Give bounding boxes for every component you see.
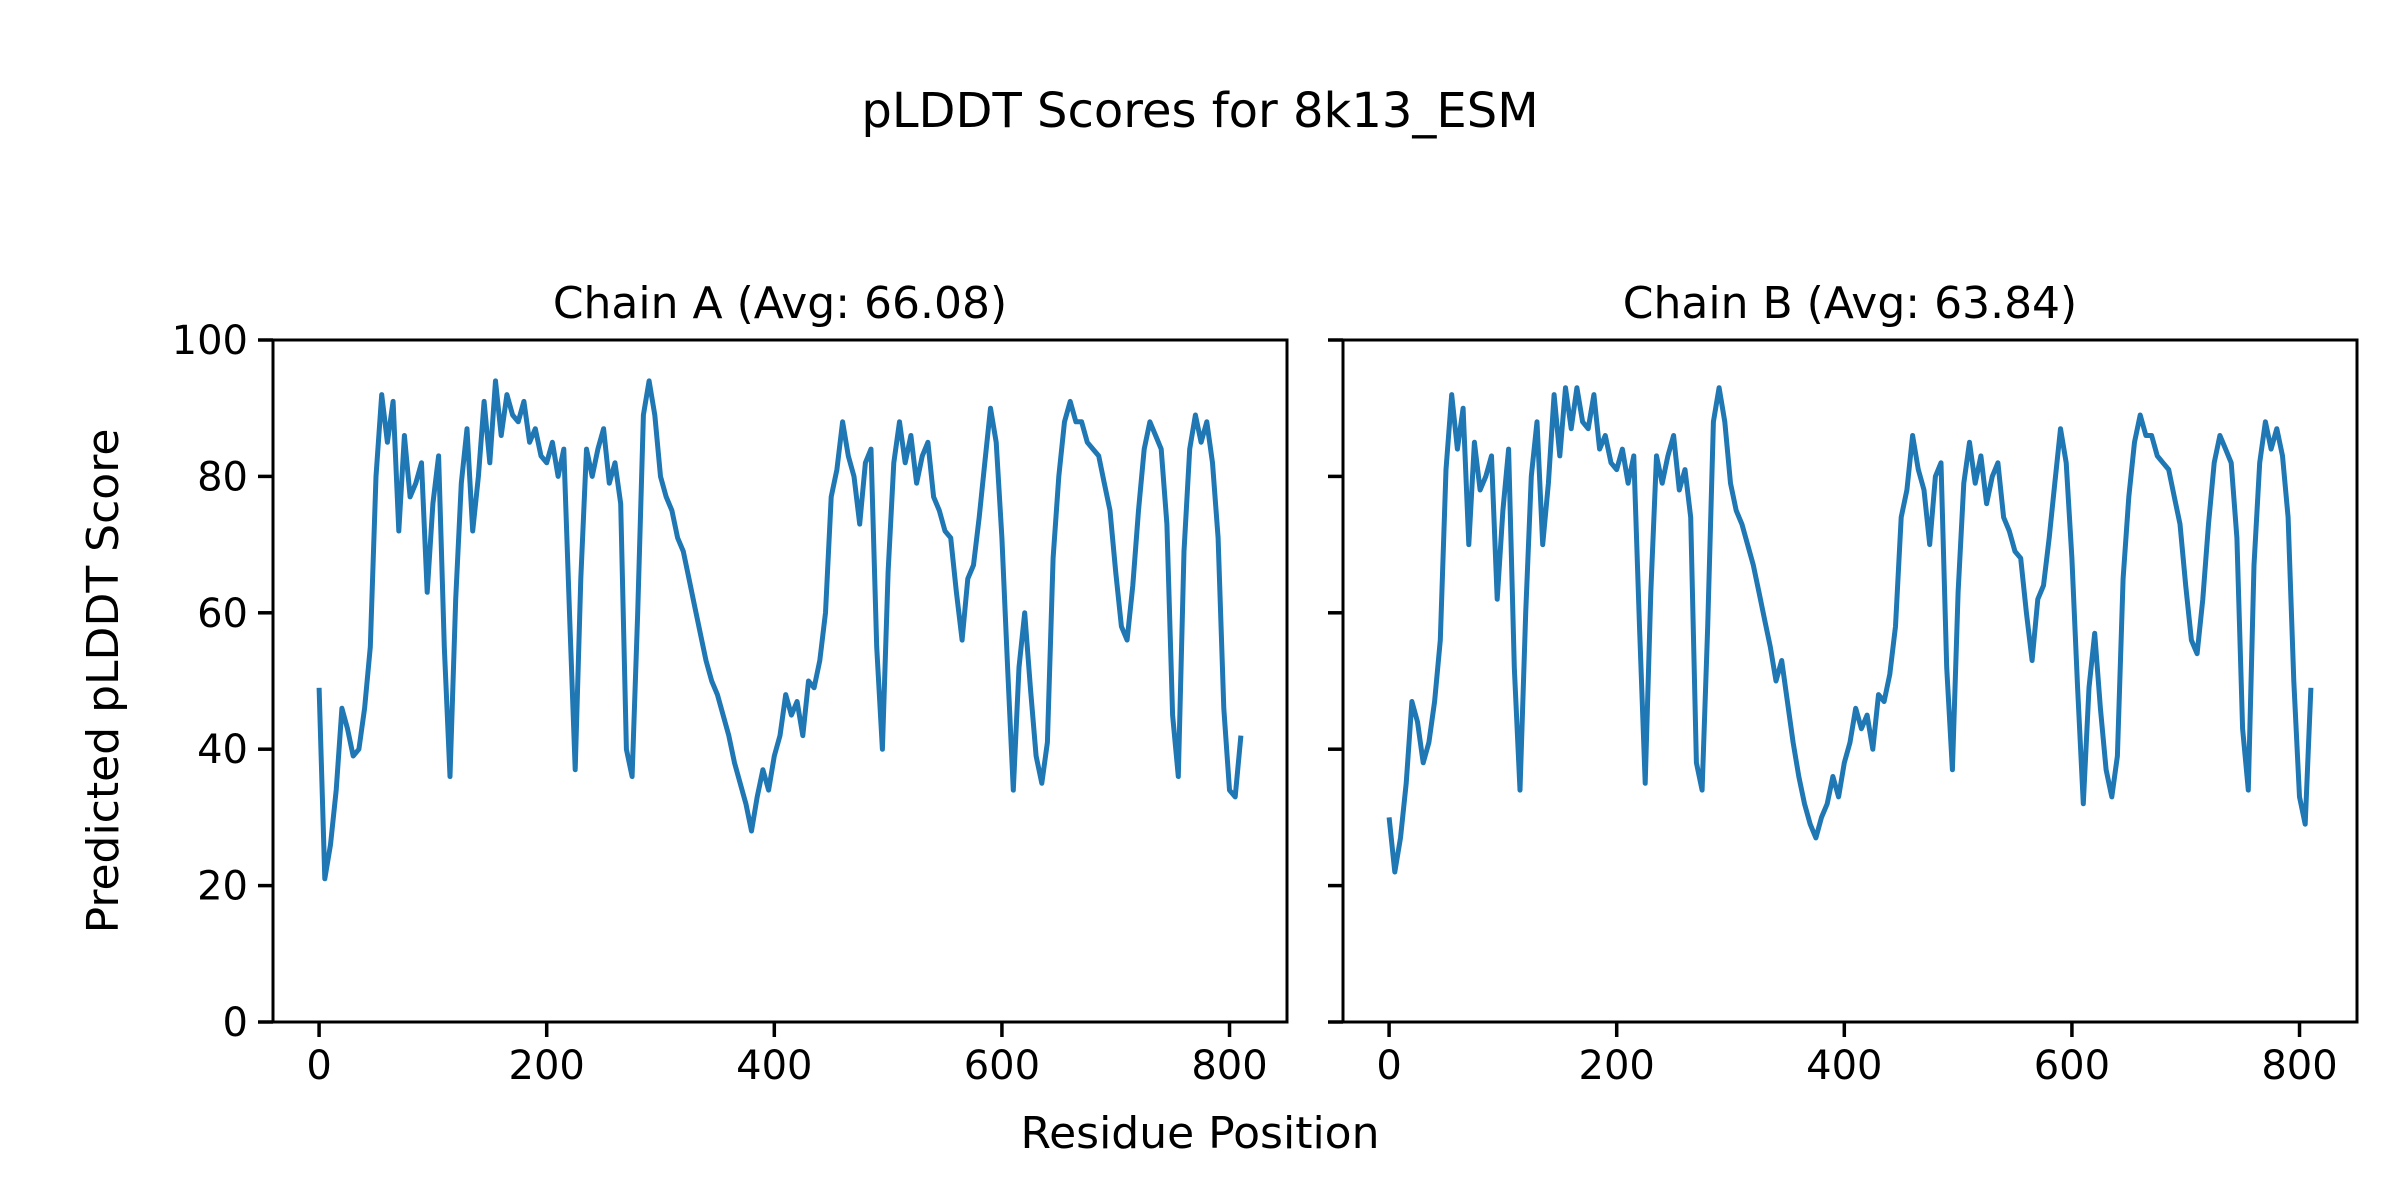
plddt-line-chain-a [316,378,1244,882]
x-tick-label: 0 [1376,1043,1401,1089]
x-tick-label: 200 [1579,1043,1655,1089]
x-tick-label: 800 [2261,1043,2337,1089]
chain-a-plot: 0 200 400 600 800 0 20 40 60 80 100 [172,318,1289,1089]
plddt-line-chain-b [1386,385,2314,875]
chain-b-subplot-title: Chain B (Avg: 63.84) [1623,278,2077,329]
chain-b-plot: 0 200 400 600 800 [1328,338,2359,1089]
x-tick-label: 600 [2034,1043,2110,1089]
chain-a-subplot-title: Chain A (Avg: 66.08) [553,278,1007,329]
y-tick-label: 0 [223,1000,248,1046]
y-tick-label: 40 [197,727,248,773]
x-axis-label: Residue Position [1020,1108,1379,1159]
x-tick-label: 600 [964,1043,1040,1089]
y-tick-label: 100 [172,318,248,364]
x-tick-label: 400 [736,1043,812,1089]
y-tick-label: 20 [197,864,248,910]
y-axis-label: Predicted pLDDT Score [78,429,129,934]
x-tick-label: 200 [509,1043,585,1089]
x-tick-label: 400 [1806,1043,1882,1089]
y-tick-label: 60 [197,591,248,637]
axes-border [1341,338,2359,1024]
x-tick-label: 0 [306,1043,331,1089]
x-tick-label: 800 [1191,1043,1267,1089]
y-tick-label: 80 [197,454,248,500]
figure-title: pLDDT Scores for 8k13_ESM [861,83,1538,139]
axes-border [271,338,1289,1024]
